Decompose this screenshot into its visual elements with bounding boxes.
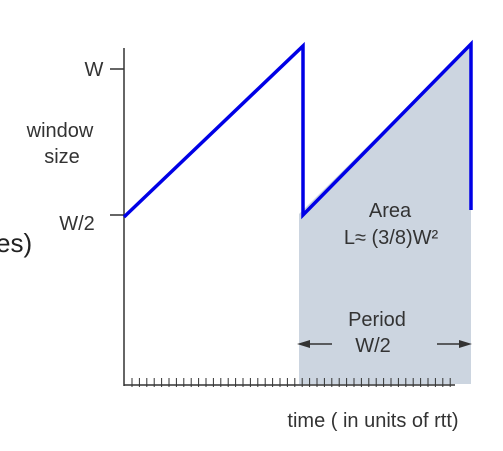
shaded-area [299, 44, 471, 384]
clipped-text: es) [0, 228, 32, 258]
label-size: size [44, 146, 80, 168]
label-area: Area [369, 200, 412, 222]
label-window: window [26, 120, 94, 142]
period-arrow-right [437, 340, 472, 348]
x-ticks [131, 378, 451, 387]
label-area-formula: L≈ (3/8)W² [344, 227, 439, 249]
label-period-value: W/2 [355, 335, 391, 357]
x-axis-label: time ( in units of rtt) [287, 410, 458, 432]
label-w: W [85, 59, 104, 81]
sawtooth-line [122, 39, 473, 220]
period-arrow-left [297, 340, 332, 348]
label-w-half: W/2 [59, 213, 95, 235]
label-period: Period [348, 309, 406, 331]
